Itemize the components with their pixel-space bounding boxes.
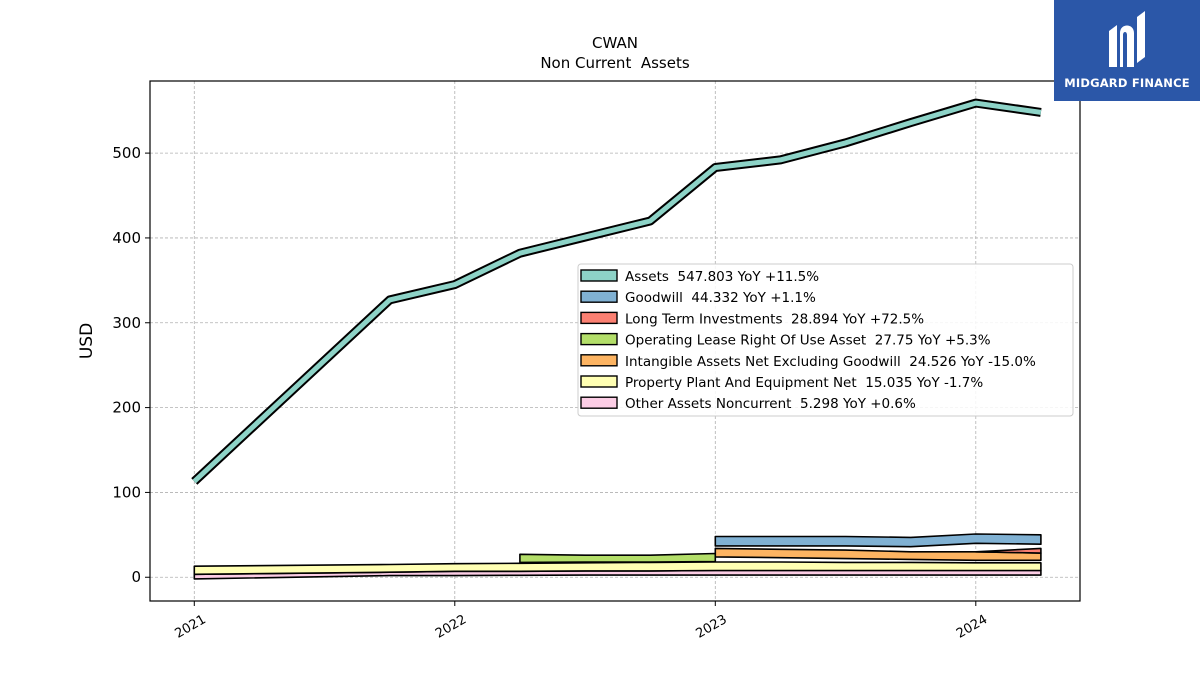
series-band-operating-lease-right-of-use-asset [519,552,717,564]
y-tick-label: 500 [112,144,141,162]
legend-swatch [580,290,618,303]
midgard-logo-icon [1109,11,1145,67]
legend-label: Goodwill 44.332 YoY +1.1% [625,290,816,306]
series-band-goodwill [714,533,1042,548]
legend-swatch [580,375,618,388]
x-tick-label: 2021 [172,612,208,642]
y-axis-label: USD [77,323,97,359]
chart-title: CWAN [592,34,638,52]
x-tick-label: 2023 [693,612,729,642]
logo-text: MIDGARD FINANCE [1064,76,1190,90]
y-tick-label: 200 [112,399,141,417]
series-line-assets [192,100,1042,484]
legend-swatch [580,354,618,367]
y-tick-label: 100 [112,483,141,501]
y-tick-label: 300 [112,314,141,332]
legend-label: Long Term Investments 28.894 YoY +72.5% [625,311,924,327]
series-layer [191,98,1042,580]
legend-swatch [580,332,618,346]
series-band-long-term-investments [975,547,1042,554]
legend-label: Assets 547.803 YoY +11.5% [625,269,819,285]
x-tick-label: 2022 [433,612,469,642]
legend-swatch [580,269,618,282]
legend-swatch [580,311,618,325]
plot-frame [149,80,1081,602]
y-tick-label: 400 [112,229,141,247]
series-band-intangible-assets-net-excluding-goodwill [714,547,1042,562]
legend-label: Other Assets Noncurrent 5.298 YoY +0.6% [625,396,916,412]
legend: Assets 547.803 YoY +11.5% Goodwill 44.332… [577,263,1074,417]
legend-box [577,263,1074,417]
chart-subtitle: Non Current Assets [540,54,690,72]
midgard-finance-logo: MIDGARD FINANCE [1054,0,1200,101]
y-tick-label: 0 [131,568,141,586]
x-tick-label: 2024 [954,612,990,642]
legend-label: Intangible Assets Net Excluding Goodwill… [625,354,1036,370]
legend-swatch [580,396,618,409]
legend-label: Operating Lease Right Of Use Asset 27.75… [625,333,991,349]
legend-label: Property Plant And Equipment Net 15.035 … [625,375,983,391]
